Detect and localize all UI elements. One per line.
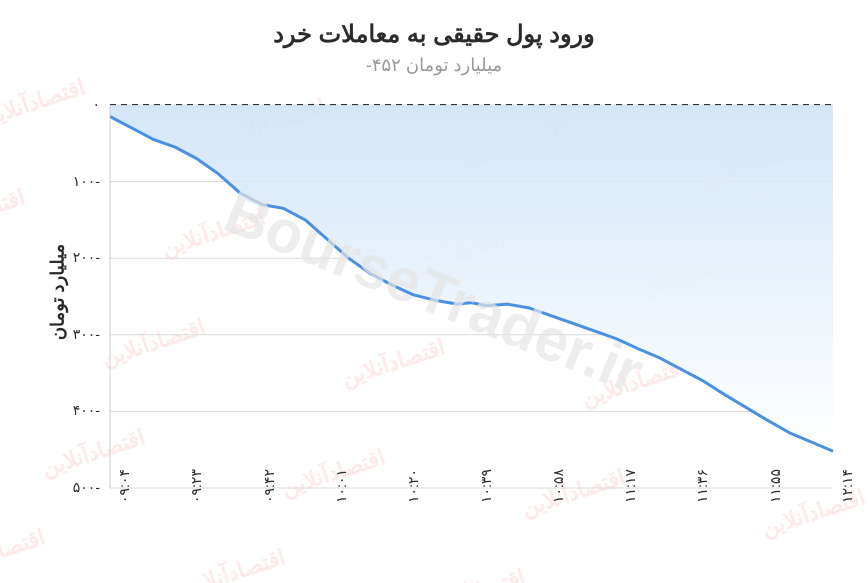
y-tick-label: -۱۰۰ xyxy=(60,173,100,190)
y-tick-label: -۲۰۰ xyxy=(60,249,100,266)
y-tick-label: ۰ xyxy=(60,96,100,113)
plot-area: ۰-۱۰۰-۲۰۰-۳۰۰-۴۰۰-۵۰۰ xyxy=(60,100,838,493)
y-tick-label: -۴۰۰ xyxy=(60,402,100,419)
x-tick-label: ۱۱:۱۷ xyxy=(622,469,639,503)
x-tick-label: ۱۰:۰۱ xyxy=(333,469,350,503)
x-tick-label: ۱۰:۲۰ xyxy=(405,469,422,503)
x-tick-label: ۱۱:۵۵ xyxy=(767,469,784,503)
x-tick-label: ۱۰:۳۹ xyxy=(478,469,495,503)
chart-svg xyxy=(60,100,838,493)
x-tick-label: ۰۹:۴۲ xyxy=(261,469,278,503)
x-tick-label: ۰۹:۲۳ xyxy=(188,469,205,503)
chart-container: ورود پول حقیقی به معاملات خرد میلیارد تو… xyxy=(0,0,868,583)
y-tick-label: -۳۰۰ xyxy=(60,326,100,343)
y-tick-label: -۵۰۰ xyxy=(60,479,100,496)
x-tick-label: ۱۱:۳۶ xyxy=(694,469,711,503)
x-tick-label: ۱۲:۱۴ xyxy=(839,469,856,503)
chart-title: ورود پول حقیقی به معاملات خرد xyxy=(0,0,868,49)
x-tick-label: ۱۰:۵۸ xyxy=(550,469,567,503)
chart-subtitle: میلیارد تومان ۴۵۲- xyxy=(0,55,868,76)
x-tick-label: ۰۹:۰۴ xyxy=(116,469,133,503)
